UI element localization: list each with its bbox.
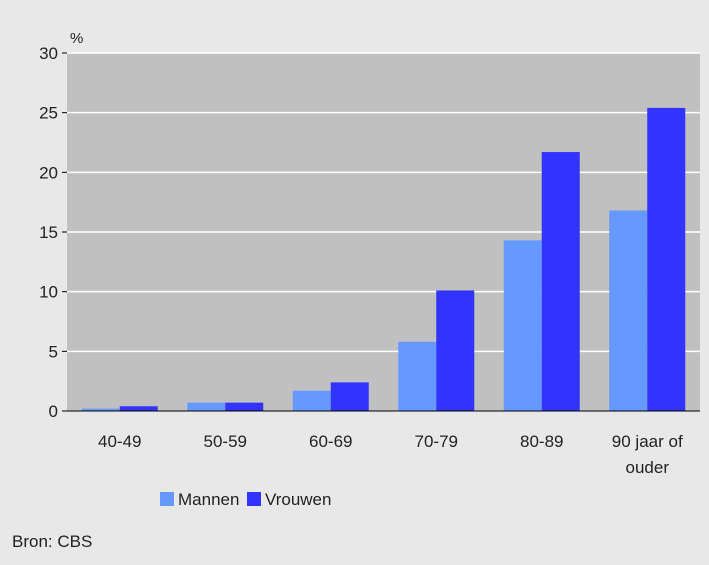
x-tick-label: 40-49 xyxy=(98,432,141,451)
y-tick-label: 10 xyxy=(39,283,58,302)
bar-mannen xyxy=(292,390,331,411)
bar-vrouwen xyxy=(647,107,686,411)
bar-vrouwen xyxy=(225,402,264,411)
x-tick-label: 50-59 xyxy=(204,432,247,451)
bar-mannen xyxy=(398,341,437,411)
y-tick-label: 0 xyxy=(49,402,58,421)
y-tick-label: 5 xyxy=(49,342,58,361)
x-tick-label: 90 jaar of ouder xyxy=(612,432,683,477)
legend-swatch-vrouwen xyxy=(247,492,261,506)
bar-vrouwen xyxy=(330,382,369,411)
bar-vrouwen xyxy=(119,406,158,411)
x-tick-label: 60-69 xyxy=(309,432,352,451)
legend-swatch-mannen xyxy=(160,492,174,506)
x-axis-ticks: 40-49 50-59 60-69 70-79 80-89 90 jaar of ouder xyxy=(98,432,683,477)
legend: Mannen Vrouwen xyxy=(160,490,331,509)
y-axis-ticks: 0 5 10 15 20 25 30 xyxy=(39,44,67,421)
bar-mannen xyxy=(81,408,120,411)
bar-vrouwen xyxy=(541,152,580,411)
legend-label-mannen: Mannen xyxy=(178,490,239,509)
gridlines xyxy=(67,52,700,353)
bars xyxy=(81,107,686,411)
y-axis-label: % xyxy=(70,30,83,47)
source-note: Bron: CBS xyxy=(12,532,93,551)
y-tick-label: 15 xyxy=(39,223,58,242)
y-tick-label: 30 xyxy=(39,44,58,63)
x-tick-label: 80-89 xyxy=(520,432,563,451)
bar-vrouwen xyxy=(436,290,475,411)
bar-mannen xyxy=(503,240,542,411)
bar-mannen xyxy=(609,210,648,411)
y-tick-label: 20 xyxy=(39,163,58,182)
bar-mannen xyxy=(187,402,226,411)
x-tick-label: 70-79 xyxy=(415,432,458,451)
legend-label-vrouwen: Vrouwen xyxy=(265,490,331,509)
y-tick-label: 25 xyxy=(39,104,58,123)
